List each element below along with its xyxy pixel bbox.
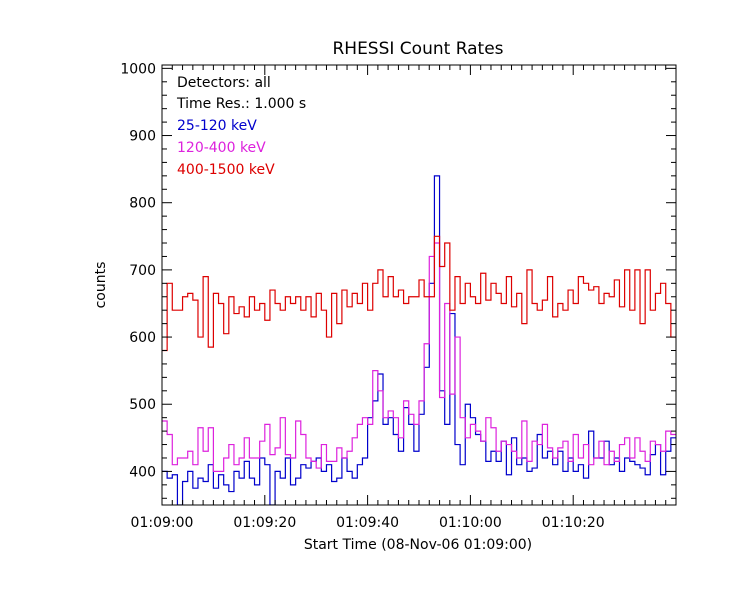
legend-series-400-1500: 400-1500 keV xyxy=(177,162,275,178)
axis-ticks xyxy=(161,65,677,505)
y-tick-label: 700 xyxy=(129,263,156,279)
y-tick-label: 600 xyxy=(129,330,156,346)
x-tick-label: 01:09:20 xyxy=(233,515,296,531)
x-tick-label: 01:09:00 xyxy=(131,515,194,531)
legend-series-25-120: 25-120 keV xyxy=(177,118,257,134)
x-tick-label: 01:09:40 xyxy=(336,515,399,531)
legend: Detectors: all Time Res.: 1.000 s 25-120… xyxy=(176,75,306,178)
y-tick-label: 400 xyxy=(129,464,156,480)
y-tick-label: 800 xyxy=(129,196,156,212)
y-tick-label: 1000 xyxy=(120,61,156,77)
legend-detectors: Detectors: all xyxy=(177,75,271,91)
x-tick-label: 01:10:00 xyxy=(439,515,502,531)
x-axis-label: Start Time (08-Nov-06 01:09:00) xyxy=(304,537,532,553)
y-tick-label: 500 xyxy=(129,397,156,413)
legend-time-resolution: Time Res.: 1.000 s xyxy=(176,96,306,112)
y-tick-label: 900 xyxy=(129,129,156,145)
series-line-3 xyxy=(162,235,676,352)
series-line-1 xyxy=(162,175,676,505)
y-axis-label: counts xyxy=(93,262,109,309)
series-line-2 xyxy=(162,242,676,473)
y-tick-labels: 400 500 600 700 800 900 1000 xyxy=(120,61,156,480)
x-tick-label: 01:10:20 xyxy=(542,515,605,531)
x-tick-labels: 01:09:00 01:09:20 01:09:40 01:10:00 01:10:20 xyxy=(131,515,605,531)
legend-series-120-400: 120-400 keV xyxy=(177,140,266,156)
plot-area xyxy=(162,175,676,505)
chart-title: RHESSI Count Rates xyxy=(332,39,503,59)
